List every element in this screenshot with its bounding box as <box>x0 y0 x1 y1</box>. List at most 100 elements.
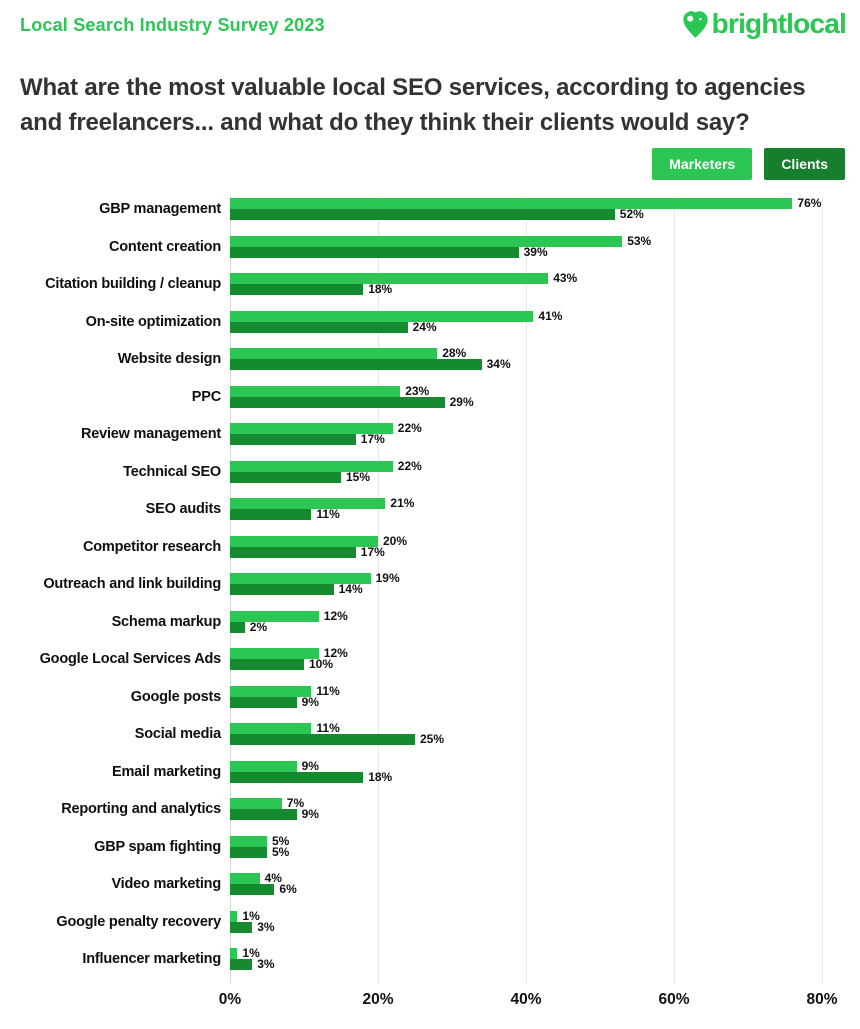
value-label-clients: 5% <box>272 844 290 859</box>
bar-clients <box>230 659 304 671</box>
chart-row: Google penalty recovery 1% 3% <box>15 909 845 947</box>
row-plot: 22% 17% <box>230 421 822 459</box>
bar-clients <box>230 209 615 220</box>
row-plot: 9% 18% <box>230 759 822 797</box>
chart-row: Google Local Services Ads 12% 10% <box>15 646 845 684</box>
value-label-clients: 17% <box>360 544 385 559</box>
category-label: Video marketing <box>111 876 221 893</box>
row-plot: 19% 14% <box>230 571 822 609</box>
bar-clients <box>230 546 356 558</box>
value-label-clients: 11% <box>316 507 340 522</box>
value-label-clients: 3% <box>257 957 275 972</box>
bar-clients <box>230 884 275 896</box>
bar-marketers <box>230 235 623 247</box>
bar-marketers <box>230 723 312 735</box>
row-plot: 53% 39% <box>230 234 822 272</box>
row-plot: 21% 11% <box>230 496 822 534</box>
category-label: Email marketing <box>111 763 221 780</box>
gridline <box>526 196 527 984</box>
row-plot: 28% 34% <box>230 346 822 384</box>
chart-row: Citation building / cleanup 43% 18% <box>15 271 845 309</box>
bar-clients <box>230 284 364 296</box>
row-plot: 41% 24% <box>230 309 822 347</box>
chart-row: GBP spam fighting 5% 5% <box>15 834 845 872</box>
brightlocal-logo: brightlocal <box>682 9 847 39</box>
value-label-marketers: 1% <box>242 908 260 923</box>
chart-row: On-site optimization 41% 24% <box>15 309 845 347</box>
value-label-marketers: 5% <box>272 833 290 848</box>
value-label-marketers: 20% <box>383 533 408 548</box>
bar-clients <box>230 396 445 408</box>
x-axis: 0% 20% 40% 60% 80% <box>219 990 838 1021</box>
bar-marketers <box>230 385 401 397</box>
value-label-marketers: 41% <box>538 308 563 323</box>
chart-row: Schema markup 12% 2% <box>15 609 845 647</box>
category-label: Google Local Services Ads <box>39 651 222 668</box>
category-label: Reporting and analytics <box>61 801 221 818</box>
row-plot: 11% 9% <box>230 684 822 722</box>
value-label-marketers: 12% <box>323 608 348 623</box>
value-label-clients: 9% <box>301 807 319 822</box>
chart-row: Social media 11% 25% <box>15 721 845 759</box>
value-label-marketers: 22% <box>397 421 422 436</box>
x-tick-label: 20% <box>362 990 394 1008</box>
value-label-marketers: 21% <box>390 496 415 511</box>
bar-marketers <box>230 535 378 547</box>
category-label: Google posts <box>130 688 221 705</box>
bar-clients <box>230 434 356 446</box>
row-plot: 7% 9% <box>230 796 822 834</box>
bar-marketers <box>230 423 393 435</box>
value-label-clients: 24% <box>412 319 437 334</box>
value-label-marketers: 76% <box>797 196 822 210</box>
row-plot: 1% 3% <box>230 946 822 984</box>
bar-clients <box>230 809 297 821</box>
bar-marketers <box>230 648 319 660</box>
gridline <box>822 196 823 984</box>
bar-clients <box>230 771 364 783</box>
value-label-marketers: 11% <box>316 683 340 698</box>
value-label-clients: 39% <box>523 244 548 259</box>
category-label: Google penalty recovery <box>56 913 221 930</box>
category-label: Review management <box>80 426 221 443</box>
row-plot: 1% 3% <box>230 909 822 947</box>
value-label-marketers: 9% <box>301 758 319 773</box>
bar-clients <box>230 734 415 746</box>
value-label-marketers: 28% <box>442 346 467 361</box>
bar-clients <box>230 509 312 521</box>
value-label-clients: 25% <box>420 732 445 747</box>
category-label: Influencer marketing <box>82 951 221 968</box>
category-label: Outreach and link building <box>43 576 221 593</box>
chart-row: Google posts 11% 9% <box>15 684 845 722</box>
row-plot: 20% 17% <box>230 534 822 572</box>
chart-row: SEO audits 21% 11% <box>15 496 845 534</box>
bar-marketers <box>230 498 386 510</box>
chart-row: Technical SEO 22% 15% <box>15 459 845 497</box>
value-label-clients: 18% <box>368 282 393 297</box>
category-label: Schema markup <box>111 613 222 630</box>
chart-row: GBP management 76% 52% <box>15 196 845 234</box>
bar-clients <box>230 846 267 858</box>
value-label-marketers: 53% <box>627 233 652 248</box>
row-plot: 43% 18% <box>230 271 822 309</box>
x-tick-label: 60% <box>658 990 690 1008</box>
bar-marketers <box>230 873 260 885</box>
bar-chart: GBP management 76% 52% Content creation 53% 3… <box>15 196 845 1021</box>
category-label: GBP management <box>99 201 221 217</box>
row-plot: 22% 15% <box>230 459 822 497</box>
category-label: PPC <box>191 388 221 405</box>
brightlocal-pin-icon <box>682 10 709 39</box>
bar-clients <box>230 696 297 708</box>
category-label: Social media <box>134 726 221 743</box>
value-label-marketers: 11% <box>316 721 340 736</box>
row-plot: 5% 5% <box>230 834 822 872</box>
category-label: Technical SEO <box>123 463 221 480</box>
bar-clients <box>230 246 519 258</box>
bar-marketers <box>230 798 282 810</box>
bar-clients <box>230 584 334 596</box>
bar-marketers <box>230 573 371 585</box>
bar-marketers <box>230 910 238 922</box>
bar-marketers <box>230 198 793 209</box>
category-label: On-site optimization <box>85 313 222 330</box>
bar-clients <box>230 471 341 483</box>
